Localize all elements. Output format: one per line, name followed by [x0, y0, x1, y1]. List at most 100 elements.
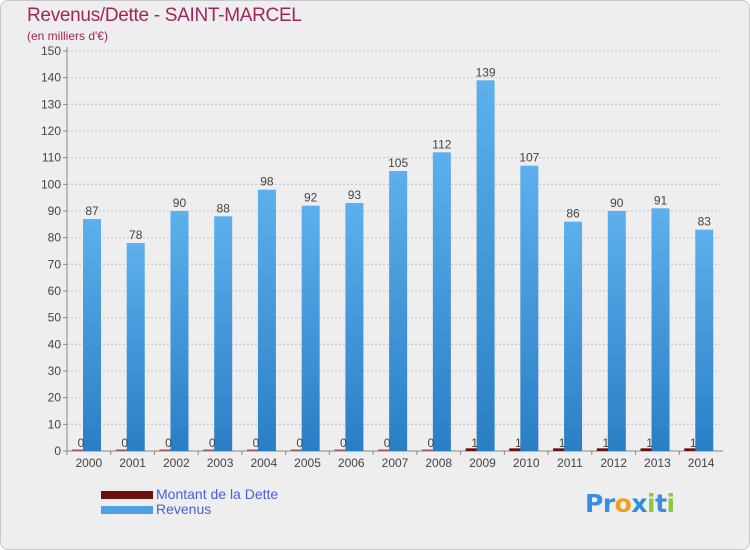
y-tick-label: 70 [48, 257, 62, 271]
bar-dette [421, 449, 440, 451]
chart-subtitle: (en milliers d'€) [27, 29, 108, 43]
data-label-dette: 0 [428, 436, 435, 450]
y-tick-label: 40 [48, 337, 62, 351]
data-label-dette: 1 [471, 436, 478, 450]
legend-label-dette: Montant de la Dette [156, 486, 279, 502]
y-tick-label: 20 [48, 391, 62, 405]
y-tick-label: 50 [48, 311, 62, 325]
y-tick-label: 110 [42, 151, 61, 165]
x-tick-label: 2009 [469, 456, 496, 470]
data-label-dette: 0 [253, 436, 260, 450]
bar-dette [72, 449, 90, 451]
bar-revenus [695, 229, 714, 451]
x-tick-label: 2004 [250, 456, 277, 470]
x-tick-label: 2010 [513, 456, 540, 470]
bar-dette [553, 448, 572, 451]
data-label-revenus: 90 [610, 196, 624, 210]
data-label-revenus: 90 [173, 196, 187, 210]
bar-dette [640, 448, 659, 451]
data-label-dette: 0 [165, 436, 172, 450]
data-label-dette: 0 [384, 436, 391, 450]
y-tick-label: 0 [54, 444, 61, 458]
bar-dette [378, 449, 397, 451]
chart-title: Revenus/Dette - SAINT-MARCEL [27, 5, 302, 26]
legend-swatch-revenus [101, 505, 153, 514]
bar-dette [159, 449, 178, 451]
bar-revenus [520, 165, 539, 451]
data-label-revenus: 86 [566, 207, 580, 221]
x-tick-label: 2005 [294, 456, 321, 470]
data-label-revenus: 78 [129, 228, 143, 242]
bar-revenus [564, 221, 583, 451]
data-label-dette: 1 [559, 436, 566, 450]
data-label-dette: 1 [602, 436, 609, 450]
x-tick-label: 2011 [557, 456, 583, 470]
bar-dette [203, 449, 222, 451]
x-tick-label: 2002 [163, 456, 190, 470]
bar-revenus [476, 80, 495, 451]
bar-revenus [389, 171, 408, 451]
legend-label-revenus: Revenus [156, 501, 212, 517]
bar-dette [684, 448, 703, 451]
y-tick-label: 140 [41, 71, 61, 85]
bar-dette [246, 449, 265, 451]
bar-revenus [126, 243, 145, 451]
x-tick-label: 2001 [119, 456, 146, 470]
bar-revenus [301, 205, 320, 451]
y-tick-label: 90 [48, 204, 62, 218]
data-label-dette: 1 [646, 436, 653, 450]
y-tick-label: 30 [48, 364, 62, 378]
legend-item-dette: Montant de la Dette [101, 487, 278, 502]
bar-dette [115, 449, 134, 451]
data-label-revenus: 107 [519, 151, 539, 165]
y-tick-label: 80 [48, 231, 62, 245]
x-tick-label: 2008 [425, 456, 452, 470]
data-label-revenus: 112 [432, 137, 451, 151]
bar-revenus [257, 189, 276, 451]
x-tick-label: 2006 [338, 456, 365, 470]
bar-revenus [607, 211, 626, 451]
data-labels: 0 87 0 78 0 90 0 88 0 98 0 92 0 93 0 105 0 112 1 139 1 107 1 86… [78, 65, 712, 450]
legend: Montant de la Dette Revenus [101, 487, 278, 517]
proxiti-logo: Proxiti [585, 489, 675, 518]
bar-revenus [345, 203, 364, 451]
data-label-revenus: 93 [348, 188, 362, 202]
data-label-revenus: 98 [260, 175, 274, 189]
bar-dette [465, 448, 484, 451]
bar-revenus [170, 211, 189, 451]
x-tick-label: 2000 [76, 456, 103, 470]
data-label-dette: 1 [690, 436, 697, 450]
bar-revenus [651, 208, 670, 451]
data-label-dette: 0 [121, 436, 128, 450]
bar-dette [509, 448, 528, 451]
bar-dette [334, 449, 353, 451]
data-label-revenus: 105 [388, 156, 408, 170]
legend-swatch-dette [101, 490, 153, 499]
x-tick-label: 2013 [644, 456, 671, 470]
data-label-revenus: 83 [698, 215, 712, 229]
x-tick-label: 2007 [382, 456, 409, 470]
data-label-dette: 0 [78, 436, 85, 450]
data-label-dette: 0 [296, 436, 303, 450]
data-label-dette: 1 [515, 436, 522, 450]
data-label-revenus: 87 [85, 204, 99, 218]
y-tick-label: 150 [41, 44, 61, 58]
data-label-revenus: 139 [476, 65, 496, 79]
bar-revenus [83, 219, 101, 451]
bar-revenus [432, 152, 451, 452]
y-tick-label: 130 [41, 97, 61, 111]
legend-item-revenus: Revenus [101, 502, 278, 517]
data-label-revenus: 92 [304, 191, 318, 205]
x-tick-label: 2003 [207, 456, 234, 470]
y-tick-label: 100 [41, 177, 61, 191]
bar-dette [596, 448, 615, 451]
y-tick-label: 10 [48, 417, 62, 431]
data-label-dette: 0 [340, 436, 347, 450]
data-label-revenus: 91 [654, 193, 668, 207]
y-tick-label: 120 [41, 124, 61, 138]
bar-revenus [214, 216, 233, 451]
x-tick-label: 2014 [688, 456, 715, 470]
bars [72, 80, 714, 452]
